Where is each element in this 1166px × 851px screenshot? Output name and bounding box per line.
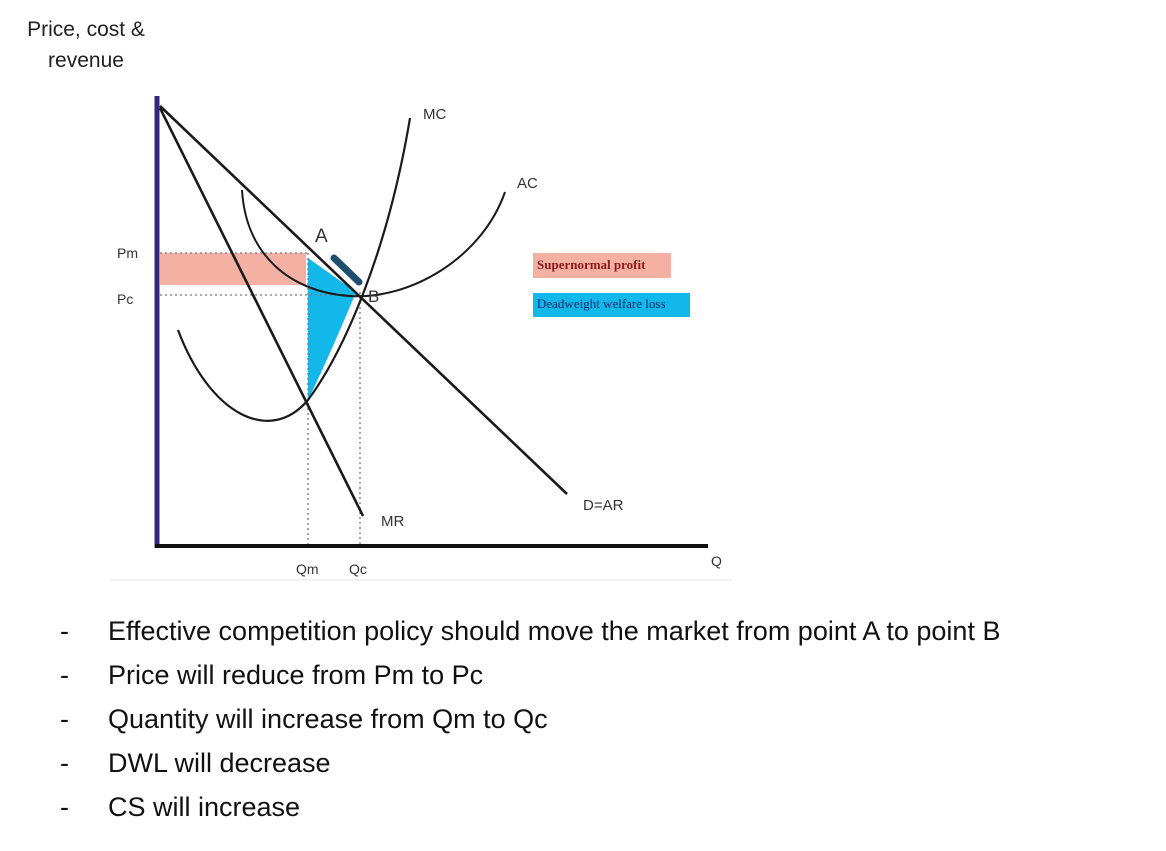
bullet-marker: - [60,660,69,690]
movement-arrow [330,254,363,286]
bullet-text: Quantity will increase from Qm to Qc [108,704,548,734]
legend-profit-swatch [533,253,671,278]
mc-label: MC [423,106,446,123]
ac-label: AC [517,175,538,192]
y-axis-title-line-2: revenue [48,49,124,72]
bullet-marker: - [60,748,69,778]
y-axis-title: Price, cost & revenue [8,14,164,76]
supernormal-profit-area [160,253,306,285]
demand-curve [159,105,568,495]
bullet-text: Price will reduce from Pm to Pc [108,660,484,690]
mr-label: MR [381,513,404,530]
mr-curve [158,107,365,517]
bullet-marker: - [60,704,69,734]
point-a-label: A [315,226,328,247]
bullet-text: Effective competition policy should move… [108,616,1001,646]
demand-label: D=AR [583,497,624,514]
bullet-marker: - [60,616,69,646]
y-axis-title-line-1: Price, cost & [27,18,145,41]
bullet-text: CS will increase [108,792,301,822]
legend-profit-label: Supernormal profit [537,257,646,272]
pc-label: Pc [117,291,133,307]
qc-label: Qc [349,561,367,577]
point-b-label: B [368,287,379,306]
deadweight-loss-area [308,258,356,400]
ac-curve [241,189,506,298]
mc-curve [176,117,412,422]
bullet-marker: - [60,792,69,822]
monopoly-diagram: Pm Pc Qm Qc Q MC AC MR D=AR A B Supernor… [110,96,732,581]
legend-dwl-label: Deadweight welfare loss [537,296,666,311]
q-axis-label: Q [711,553,722,569]
legend-dwl-swatch [533,293,690,317]
pm-label: Pm [117,245,138,261]
bullet-text: DWL will decrease [108,748,331,778]
qm-label: Qm [296,561,319,577]
